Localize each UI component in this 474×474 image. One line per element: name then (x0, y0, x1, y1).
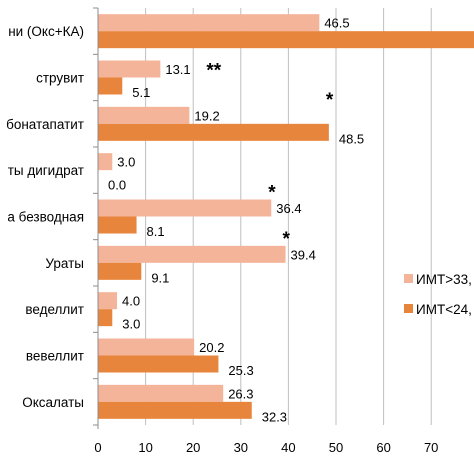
x-tick-label: 70 (424, 440, 438, 455)
value-label: 20.2 (199, 340, 224, 355)
bar-bmi-high (98, 338, 195, 356)
value-label: 9.1 (151, 270, 169, 285)
value-label: 32.3 (262, 409, 287, 424)
bar-bmi-high (98, 14, 320, 32)
bar-bmi-low (98, 77, 123, 95)
bar-bmi-low (98, 262, 142, 280)
bar-bmi-high (98, 384, 224, 402)
significance-marker: ** (206, 61, 221, 82)
x-tick-label: 0 (94, 440, 101, 455)
category-label: ни (Окс+КА) (8, 24, 84, 39)
value-label: 5.1 (132, 85, 150, 100)
value-label: 19.2 (194, 108, 219, 123)
legend-label: ИМТ<24, (416, 302, 472, 317)
legend: ИМТ>33, ИМТ<24, (404, 272, 472, 317)
x-tick-label: 60 (376, 440, 390, 455)
value-label: 0.0 (108, 178, 126, 193)
bars (98, 14, 474, 419)
category-label: вевеллит (26, 349, 84, 364)
value-label: 4.0 (122, 294, 140, 309)
bar-bmi-low (98, 355, 219, 373)
bar-bmi-low (98, 309, 113, 327)
bar-bmi-low (98, 31, 474, 49)
significance-marker: * (283, 229, 291, 250)
value-label: 8.1 (147, 224, 165, 239)
category-label: веделлит (25, 302, 84, 317)
value-label: 26.3 (228, 386, 253, 401)
legend-swatch-bmi-high (404, 274, 413, 283)
x-tick-label: 40 (281, 440, 295, 455)
bar-bmi-low (98, 123, 329, 141)
bar-bmi-high (98, 60, 161, 78)
legend-label: ИМТ>33, (416, 272, 472, 287)
value-label: 3.0 (117, 155, 135, 170)
significance-marker: * (326, 90, 334, 111)
bar-bmi-low (98, 216, 137, 234)
value-label: 36.4 (276, 201, 301, 216)
legend-swatch-bmi-low (404, 304, 413, 313)
category-label: Ураты (45, 256, 84, 271)
category-label: струвит (36, 71, 84, 86)
value-label: 13.1 (165, 62, 190, 77)
x-tick-label: 10 (138, 440, 152, 455)
value-label: 48.5 (339, 131, 364, 146)
x-tick-label: 30 (234, 440, 248, 455)
value-label: 46.5 (324, 16, 349, 31)
bar-bmi-high (98, 199, 272, 217)
category-label: бонатапатит (6, 117, 84, 132)
x-tick-label: 50 (329, 440, 343, 455)
value-label: 39.4 (291, 247, 316, 262)
bar-bmi-high (98, 245, 286, 263)
value-label: 25.3 (228, 363, 253, 378)
bar-bmi-high (98, 292, 118, 310)
category-label: а безводная (7, 210, 84, 225)
category-label: Оксалаты (22, 395, 84, 410)
category-label: ты дигидрат (8, 163, 84, 178)
significance-marker: * (268, 183, 276, 204)
x-tick-label: 20 (186, 440, 200, 455)
bar-bmi-low (98, 401, 252, 419)
axes: 0102030405060708ни (Окс+КА)струвитбоната… (6, 7, 438, 455)
data-labels: 46.5 13.1 5.1 19.2 48.5 3.0 0.0 36.4 8.1 39.4 9.1 4… (108, 16, 364, 425)
bar-bmi-high (98, 153, 113, 171)
bar-bmi-high (98, 106, 190, 124)
value-label: 3.0 (122, 317, 140, 332)
